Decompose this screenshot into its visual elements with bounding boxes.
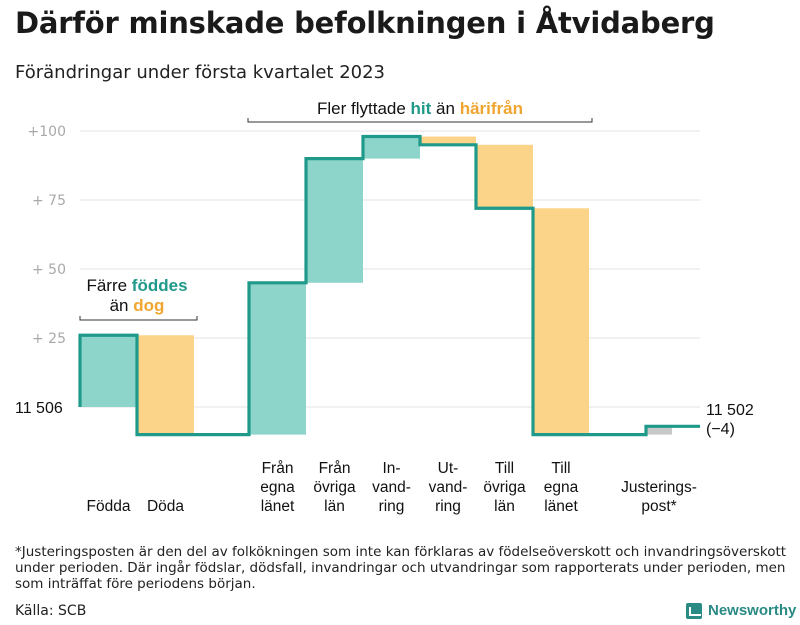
category-label: län <box>494 498 515 515</box>
ann-text: än <box>109 296 134 315</box>
ann-text: än <box>431 99 460 118</box>
bracket-fodda-doda <box>79 316 198 321</box>
start-value-label: 11 506 <box>15 400 63 417</box>
bar-till-egna-lanet <box>533 208 589 435</box>
bar-utvandring <box>420 136 476 145</box>
bar-invandring <box>363 136 420 159</box>
category-label: Till <box>551 460 570 477</box>
ann-highlight-teal: hit <box>410 99 432 118</box>
ann-highlight-teal: föddes <box>131 276 188 295</box>
ann-text: Fler flyttade <box>317 99 411 118</box>
category-label: länet <box>261 498 295 515</box>
category-label: Döda <box>147 498 184 515</box>
annotation-fodda-doda: Färre föddes än dog <box>72 276 202 316</box>
y-tick-label: +100 <box>28 124 66 140</box>
category-label: övriga <box>483 479 526 496</box>
bar-fodda <box>80 335 137 407</box>
category-label: ring <box>435 498 461 515</box>
waterfall-chart: +100 + 75 + 50 + 25 11 506 11 502 (−4) Födda Död… <box>15 118 754 515</box>
category-label: länet <box>544 498 578 515</box>
category-label: In- <box>382 460 400 477</box>
bar-till-ovriga-lan <box>476 144 533 209</box>
bar-fran-egna-lanet <box>249 282 306 435</box>
y-tick-label: + 50 <box>32 262 66 278</box>
category-label: post* <box>641 498 676 515</box>
brand-logo: Newsworthy <box>686 602 796 619</box>
ann-highlight-orange: dog <box>133 296 165 315</box>
chart-subtitle: Förändringar under första kvartalet 2023 <box>15 62 386 83</box>
category-label: Från <box>319 460 351 477</box>
bar-justeringspost <box>646 426 672 435</box>
annotation-flyttade: Fler flyttade hit än härifrån <box>248 99 592 119</box>
category-label: ring <box>379 498 405 515</box>
category-label: Från <box>262 460 294 477</box>
category-label: Justerings- <box>621 479 697 496</box>
category-label: Födda <box>87 498 131 515</box>
end-value-label: 11 502 <box>706 402 754 419</box>
brand-name: Newsworthy <box>708 602 797 619</box>
category-label: egna <box>260 479 295 496</box>
source-label: Källa: SCB <box>15 603 87 619</box>
ann-text: Färre <box>86 276 132 295</box>
category-label: län <box>324 498 345 515</box>
y-tick-label: + 25 <box>32 331 66 347</box>
ann-highlight-orange: härifrån <box>459 99 523 118</box>
category-label: vand- <box>372 479 411 496</box>
waterfall-step-line <box>78 134 700 437</box>
category-label: egna <box>544 479 579 496</box>
bracket-flyttade <box>247 118 593 123</box>
footnote: *Justeringsposten är den del av folkökni… <box>15 544 787 592</box>
category-label: Ut- <box>438 460 459 477</box>
bar-doda <box>137 335 194 435</box>
chart-title: Därför minskade befolkningen i Åtvidaber… <box>15 6 715 40</box>
category-label: Till <box>495 460 514 477</box>
end-change-label: (−4) <box>706 421 735 438</box>
bar-fran-ovriga-lan <box>306 158 363 283</box>
category-label: vand- <box>429 479 468 496</box>
category-label: övriga <box>313 479 356 496</box>
y-tick-label: + 75 <box>32 193 66 209</box>
chart-logo-icon <box>686 602 702 619</box>
